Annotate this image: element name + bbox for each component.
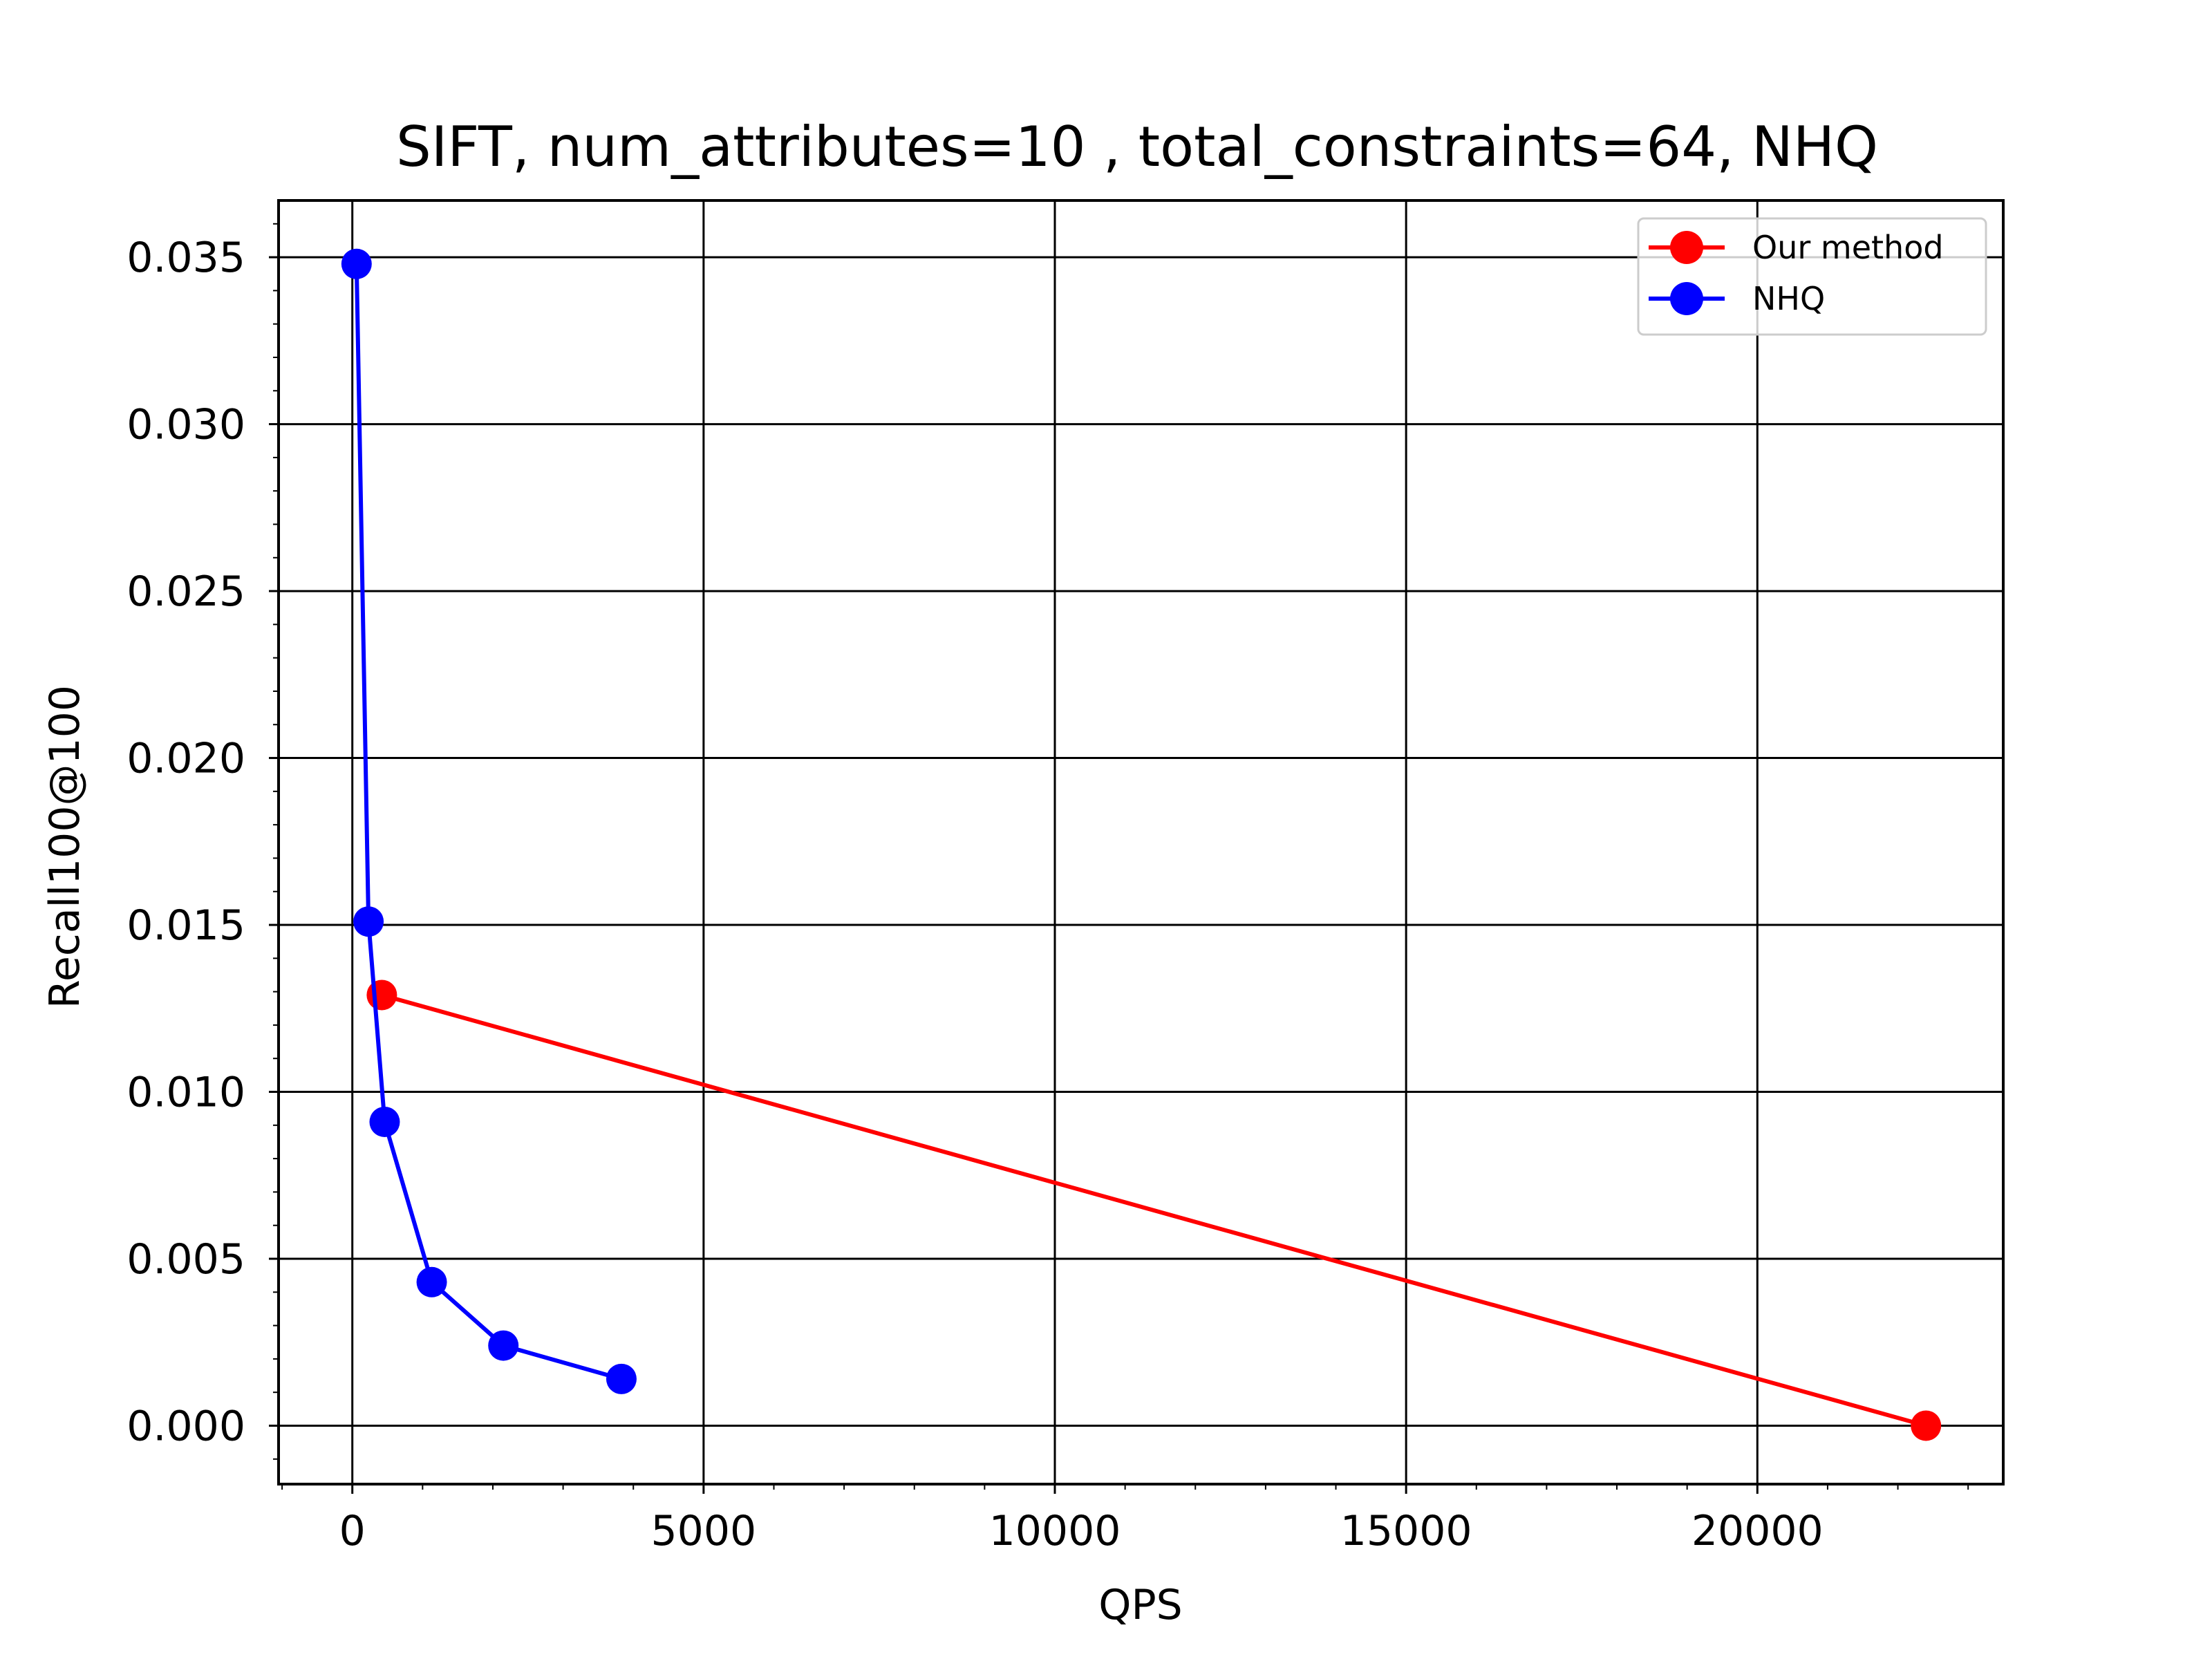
ticks: 0 5000 10000 15000 20000 0.000 0.005 0.010 0.015…: [126, 234, 1824, 1555]
series-nhq: [341, 248, 637, 1394]
legend: Our method NHQ: [1637, 217, 1987, 336]
x-tick-label: 20000: [1691, 1507, 1824, 1555]
legend-label-our-method: Our method: [1752, 229, 1944, 266]
legend-marker-nhq: [1670, 282, 1703, 315]
legend-marker-our-method: [1670, 231, 1703, 264]
grid: [279, 200, 2003, 1484]
y-tick-label: 0.025: [126, 568, 245, 616]
x-tick-label: 5000: [651, 1507, 757, 1555]
y-tick-label: 0.000: [126, 1402, 245, 1450]
series-line-nhq: [354, 263, 622, 1381]
data-point-nhq: [488, 1330, 519, 1361]
y-tick-label: 0.015: [126, 901, 245, 950]
data-point-nhq: [353, 906, 384, 937]
y-tick-label: 0.020: [126, 735, 245, 783]
x-tick-label: 0: [339, 1507, 366, 1555]
y-tick-label: 0.035: [126, 234, 245, 282]
data-point-nhq: [606, 1363, 637, 1394]
y-tick-label: 0.030: [126, 401, 245, 449]
y-tick-label: 0.005: [126, 1235, 245, 1284]
series-layer: [341, 248, 1942, 1441]
x-axis-label: QPS: [1098, 1581, 1183, 1629]
legend-box: [1637, 217, 1987, 336]
data-point-our-method: [1911, 1410, 1942, 1441]
data-point-nhq: [341, 248, 372, 279]
series-line-our-method: [381, 993, 1927, 1428]
y-tick-label: 0.010: [126, 1069, 245, 1117]
x-tick-label: 10000: [989, 1507, 1121, 1555]
data-point-our-method: [366, 980, 397, 1011]
plot-frame: [277, 199, 2005, 1485]
data-point-nhq: [416, 1266, 447, 1297]
chart-title: SIFT, num_attributes=10 , total_constrai…: [396, 115, 1878, 179]
legend-label-nhq: NHQ: [1752, 280, 1825, 317]
x-tick-label: 15000: [1340, 1507, 1472, 1555]
data-point-nhq: [369, 1106, 400, 1137]
y-axis-label: Recall100@100: [41, 685, 89, 1009]
